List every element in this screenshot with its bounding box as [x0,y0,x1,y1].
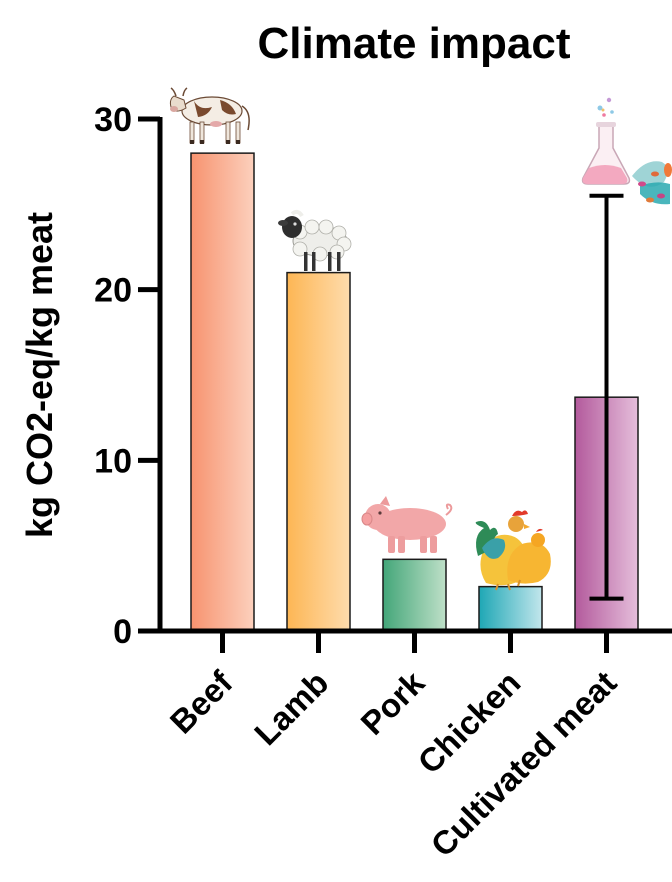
y-tick-label: 20 [94,272,132,310]
y-tick-label: 0 [113,613,132,651]
x-category-label: Pork [353,663,431,741]
y-tick-label: 10 [94,442,132,480]
lab-flask-cells-icon [581,97,672,205]
y-tick-label: 30 [94,101,132,139]
bar-lamb [286,271,351,632]
y-ticks-layer: 0 10 20 30 [94,101,609,653]
bar-pork [382,558,447,632]
cow-icon [169,87,250,144]
pig-icon [361,496,453,553]
sheep-icon [278,209,352,271]
x-category-label: Lamb [247,664,335,752]
error-bars-layer [589,193,624,601]
x-category-label: Beef [163,663,240,740]
icons-layer [169,87,672,591]
y-axis-label: kg CO2-eq/kg meat [19,212,60,538]
bar-chicken [478,585,543,632]
error-bar [589,193,624,601]
rooster-hen-icon [475,510,551,591]
bar-beef [190,152,255,632]
bars-layer [190,152,639,632]
chart-title: Climate impact [258,19,571,68]
